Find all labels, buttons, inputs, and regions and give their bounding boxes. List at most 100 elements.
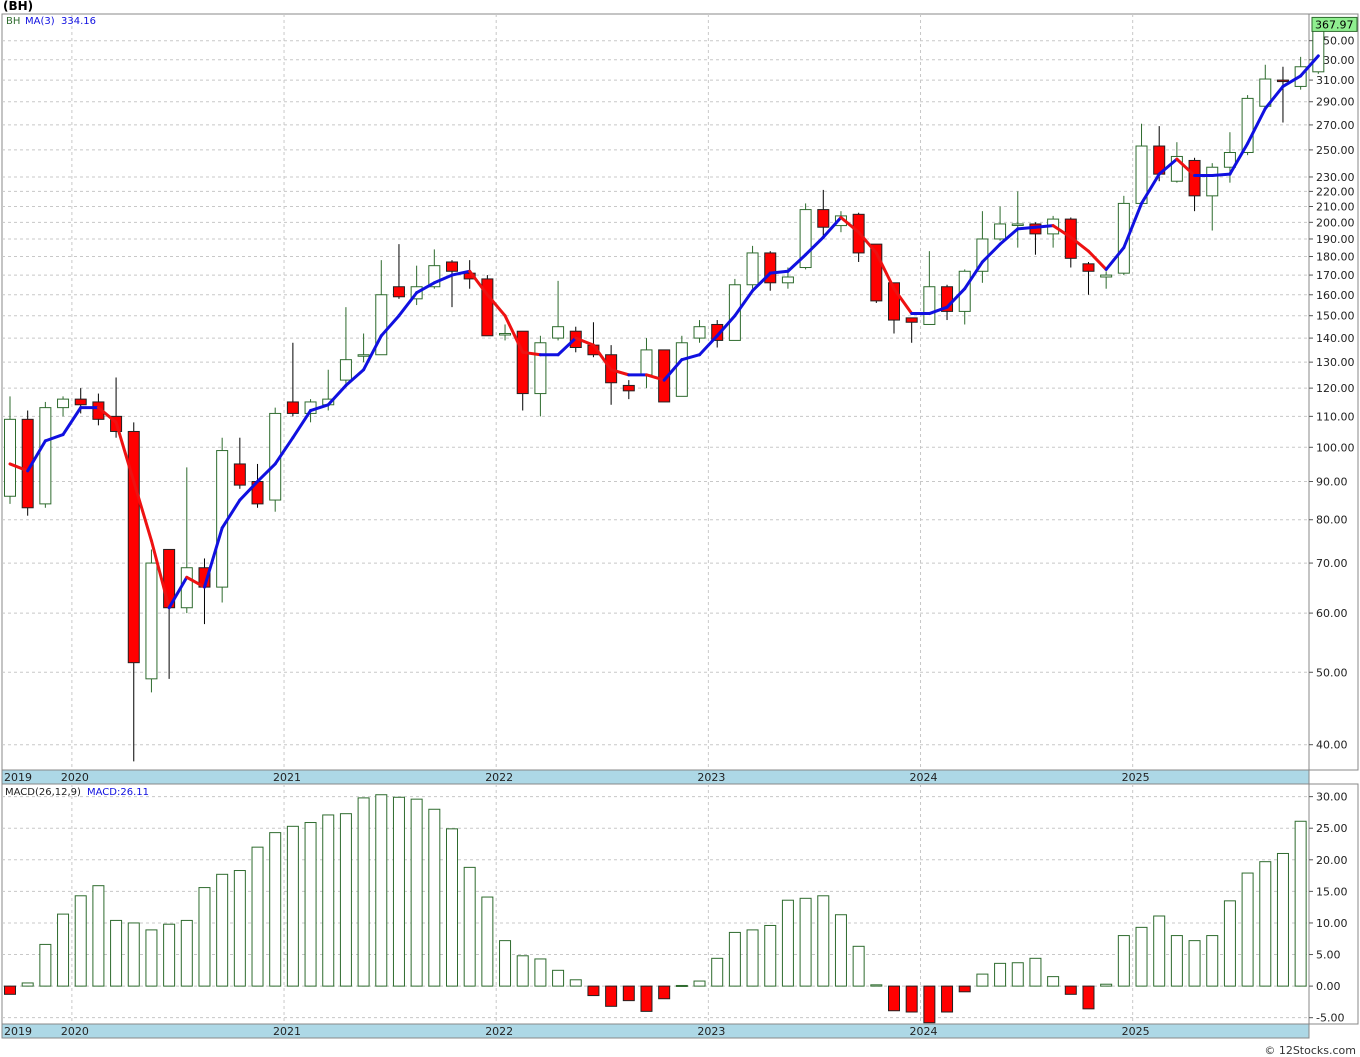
ma-line-segment [397, 291, 419, 318]
candle-body [1276, 79, 1289, 83]
candle-up [145, 549, 158, 693]
macd-bar-positive [1188, 940, 1201, 987]
macd-tick-label: 0.00 [1316, 980, 1341, 993]
macd-bar-positive [1259, 861, 1272, 987]
ma-line-segment [450, 269, 472, 277]
candle-body [728, 284, 741, 341]
candle-down [905, 317, 918, 343]
candle-body [39, 407, 52, 505]
candle-body [534, 342, 547, 395]
ma-line-segment [8, 462, 30, 473]
year-label: 2024 [910, 771, 938, 784]
macd-bar-positive [127, 922, 140, 987]
macd-bar-positive [569, 979, 582, 987]
ma-line-segment [468, 269, 489, 297]
price-tick-label: 290.00 [1316, 96, 1355, 109]
candle-up [1011, 191, 1024, 248]
ma-line-segment [521, 350, 542, 357]
macd-bar-positive [198, 887, 211, 987]
candle-body [57, 398, 70, 409]
macd-bar-positive [834, 914, 847, 987]
candle-body [675, 342, 688, 397]
macd-bar-negative [905, 985, 918, 1013]
candle-up [1117, 195, 1130, 276]
price-tick-label: 90.00 [1316, 475, 1348, 488]
candle-up [746, 245, 759, 289]
price-tick-label: 200.00 [1316, 216, 1355, 229]
candle-down [764, 251, 777, 291]
macd-bar-negative [1064, 985, 1077, 995]
macd-tick-label: 15.00 [1316, 885, 1348, 898]
candle-body [1188, 159, 1201, 197]
price-tick-label: 70.00 [1316, 557, 1348, 570]
candle-body [1100, 274, 1113, 278]
candle-body [622, 384, 635, 392]
macd-bar-negative [923, 985, 936, 1024]
macd-year-label: 2023 [697, 1025, 725, 1038]
candle-down [1188, 157, 1201, 212]
macd-bar-positive [516, 955, 529, 987]
macd-bar-positive [304, 822, 317, 987]
macd-year-label: 2024 [910, 1025, 938, 1038]
macd-bar-positive [817, 895, 830, 987]
candle-body [746, 252, 759, 286]
ma-line-segment [715, 314, 737, 338]
ma-line-segment [662, 358, 684, 382]
candle-up [4, 396, 16, 504]
macd-bar-positive [233, 870, 246, 987]
macd-bar-positive [92, 885, 105, 987]
candle-body [799, 209, 812, 269]
macd-bar-positive [1135, 926, 1148, 987]
macd-bar-positive [392, 796, 405, 987]
macd-plot-area [1, 783, 1310, 1025]
ma-line-segment [927, 305, 949, 316]
price-tick-label: 220.00 [1316, 185, 1355, 198]
ma-line-segment [1157, 157, 1179, 176]
candle-down [481, 275, 494, 337]
macd-bar-positive [57, 913, 70, 987]
candle-down [286, 342, 299, 417]
ma-line-segment [114, 420, 136, 483]
macd-bar-positive [428, 808, 441, 987]
candle-body [552, 326, 565, 339]
price-tick-label: 180.00 [1316, 251, 1355, 264]
credit-text: © 12Stocks.com [1264, 1044, 1356, 1057]
candle-up [994, 206, 1007, 241]
ma-line-segment [698, 334, 719, 357]
macd-bar-positive [675, 984, 688, 987]
macd-bar-positive [1100, 983, 1113, 987]
candle-body [958, 270, 971, 312]
macd-bar-positive [764, 924, 777, 987]
candle-down [1276, 66, 1289, 123]
ma-line-segment [1228, 141, 1250, 176]
ma-line-segment [980, 242, 1002, 264]
ma-line-segment [1299, 54, 1320, 78]
candle-down [622, 380, 635, 400]
macd-bar-positive [110, 919, 123, 987]
macd-bar-positive [163, 923, 176, 987]
price-tick-label: 100.00 [1316, 441, 1355, 454]
macd-year-label: 2022 [485, 1025, 513, 1038]
candle-body [711, 323, 724, 341]
candle-body [905, 317, 918, 323]
price-panel: 40.00 50.00 60.00 70.00 80.00 90.00 100.00 110.… [1, 13, 1359, 785]
macd-bar-positive [180, 919, 193, 987]
year-label: 2020 [61, 771, 89, 784]
macd-panel: -5.00 0.00 5.00 10.00 15.00 20.00 25.00 30.00 MA… [1, 783, 1359, 1039]
candle-body [216, 450, 229, 588]
macd-bar-negative [640, 985, 653, 1012]
candle-body [1170, 155, 1183, 182]
candle-body [1082, 263, 1095, 272]
macd-bar-positive [410, 798, 423, 987]
candle-down [817, 189, 830, 239]
price-tick-label: 250.00 [1316, 144, 1355, 157]
macd-tick-label: 20.00 [1316, 854, 1348, 867]
price-tick-label: 170.00 [1316, 269, 1355, 282]
macd-bar-negative [958, 985, 971, 993]
ma-line-segment [892, 287, 914, 316]
ma-line-segment [874, 251, 896, 291]
ma-line-segment [1051, 224, 1073, 239]
macd-bar-positive [852, 945, 865, 987]
ma-line-segment [485, 293, 507, 318]
